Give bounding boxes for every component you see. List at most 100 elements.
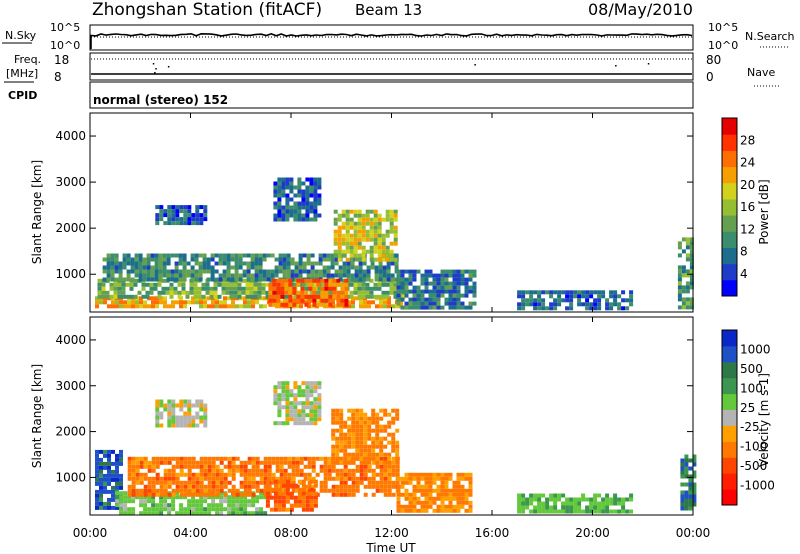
- velocity-cell: [251, 511, 256, 516]
- power-cell: [198, 273, 203, 278]
- velocity-cell: [247, 476, 252, 481]
- velocity-cell: [175, 423, 180, 428]
- velocity-cell: [207, 507, 212, 512]
- velocity-cell: [277, 479, 282, 484]
- power-cell: [336, 294, 341, 299]
- power-cell: [273, 193, 278, 198]
- velocity-cell: [281, 503, 286, 508]
- velocity-cell: [581, 493, 586, 498]
- velocity-cell: [521, 501, 526, 506]
- velocity-cell: [247, 460, 252, 465]
- power-cell: [155, 217, 160, 222]
- power-cell: [345, 233, 350, 238]
- power-cell: [203, 213, 208, 218]
- velocity-cell: [605, 501, 610, 506]
- velocity-cell: [239, 495, 244, 500]
- velocity-cell: [359, 432, 364, 437]
- power-cell: [285, 294, 290, 299]
- velocity-cell: [127, 464, 132, 469]
- velocity-cell: [593, 493, 598, 498]
- velocity-cell: [577, 505, 582, 510]
- velocity-cell: [167, 460, 172, 465]
- power-cell: [621, 306, 626, 311]
- power-cell: [349, 221, 354, 226]
- velocity-cell: [383, 428, 388, 433]
- velocity-cell: [175, 476, 180, 481]
- power-cell: [577, 298, 582, 303]
- power-cell: [233, 282, 238, 287]
- velocity-cell: [163, 468, 168, 473]
- power-cell: [404, 301, 409, 306]
- velocity-cell: [331, 448, 336, 453]
- velocity-cell: [119, 499, 124, 504]
- power-cell: [324, 290, 329, 295]
- power-cell: [396, 289, 401, 294]
- power-cell: [324, 282, 329, 287]
- velocity-cell: [537, 501, 542, 506]
- power-cell: [105, 294, 110, 299]
- velocity-cell: [151, 492, 156, 497]
- power-cell: [373, 225, 378, 230]
- power-cell: [365, 294, 370, 299]
- power-cell: [223, 300, 227, 305]
- power-cell: [361, 217, 366, 222]
- velocity-cell: [191, 511, 196, 516]
- power-cell: [344, 278, 349, 283]
- power-cell: [281, 213, 286, 218]
- velocity-cell: [379, 416, 384, 421]
- velocity-cell: [565, 501, 570, 506]
- velocity-cell: [420, 488, 425, 493]
- velocity-cell: [343, 436, 348, 441]
- power-cell: [369, 278, 374, 283]
- power-cell: [685, 289, 690, 294]
- power-cell: [377, 225, 382, 230]
- power-cell: [190, 253, 195, 258]
- power-cell: [225, 290, 230, 295]
- velocity-cell: [273, 397, 278, 402]
- power-cell: [597, 302, 602, 307]
- velocity-cell: [339, 492, 344, 497]
- velocity-cell: [688, 506, 693, 511]
- velocity-cell: [285, 483, 290, 488]
- velocity-cell: [255, 484, 260, 489]
- velocity-cell: [395, 448, 400, 453]
- power-cell: [288, 302, 293, 307]
- power-cell: [317, 181, 322, 186]
- velocity-cell: [387, 452, 392, 457]
- velocity-cell: [351, 428, 356, 433]
- power-cell: [276, 298, 281, 303]
- power-cell: [537, 306, 542, 311]
- velocity-cell: [175, 415, 180, 420]
- velocity-cell: [545, 501, 550, 506]
- velocity-cell: [199, 460, 204, 465]
- power-cell: [296, 298, 301, 303]
- velocity-cell: [301, 405, 306, 410]
- velocity-cell: [203, 464, 208, 469]
- power-cell: [310, 273, 315, 278]
- velocity-cell: [371, 420, 376, 425]
- power-cell: [386, 277, 391, 282]
- power-cell: [585, 294, 590, 299]
- power-cell: [677, 269, 682, 274]
- power-cell: [246, 253, 251, 258]
- velocity-cell: [179, 460, 184, 465]
- velocity-cell: [265, 499, 270, 504]
- velocity-cell: [424, 504, 429, 509]
- velocity-cell: [287, 472, 292, 477]
- velocity-cell: [239, 484, 244, 489]
- power-cell: [109, 282, 114, 287]
- power-cell: [428, 281, 433, 286]
- velocity-cell: [391, 472, 396, 477]
- velocity-cell: [159, 456, 164, 461]
- velocity-cell: [95, 469, 99, 474]
- power-cell: [118, 265, 123, 270]
- velocity-cell: [219, 488, 224, 493]
- power-cell: [353, 282, 358, 287]
- power-cell: [304, 302, 309, 307]
- velocity-cell: [273, 495, 278, 500]
- velocity-cell: [103, 485, 107, 490]
- velocity-cell: [171, 407, 176, 412]
- velocity-cell: [131, 488, 136, 493]
- power-cell: [342, 273, 347, 278]
- velocity-cell: [211, 492, 216, 497]
